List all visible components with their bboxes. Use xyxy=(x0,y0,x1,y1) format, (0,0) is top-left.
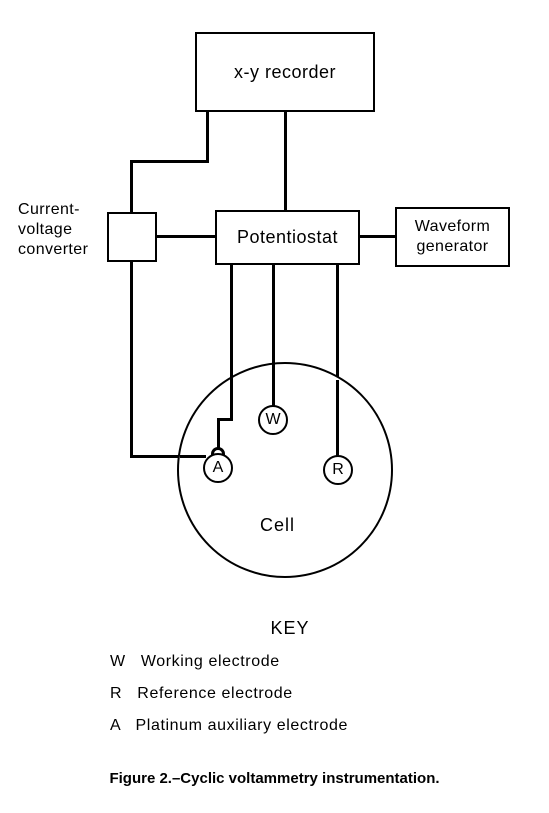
box-potentiostat-label: Potentiostat xyxy=(237,226,338,249)
diagram-canvas: x-y recorder Current- voltage converter … xyxy=(0,0,549,813)
key-row-0-text: Working electrode xyxy=(141,653,280,670)
wire-potentiostat-waveform xyxy=(360,235,395,238)
electrode-W: W xyxy=(258,405,288,435)
wire-recorder-converter-h xyxy=(130,160,209,163)
box-recorder: x-y recorder xyxy=(195,32,375,112)
key-row-0-sym: W xyxy=(110,653,126,670)
wire-leftstub-inside xyxy=(230,370,233,420)
figure-caption: Figure 2.–Cyclic voltammetry instrumenta… xyxy=(0,770,549,787)
electrode-W-letter: W xyxy=(265,411,280,429)
electrode-R: R xyxy=(323,455,353,485)
wire-recorder-converter-v xyxy=(206,112,209,162)
wire-recorder-converter-v2 xyxy=(130,160,133,212)
key-block: KEY W Working electrode R Reference elec… xyxy=(110,618,470,749)
electrode-A: A xyxy=(203,453,233,483)
key-row-2-text: Platinum auxiliary electrode xyxy=(136,717,348,734)
converter-label: Current- voltage converter xyxy=(18,200,88,260)
box-waveform-label: Waveform generator xyxy=(415,217,491,257)
wire-recorder-potentiostat xyxy=(284,112,287,210)
key-row-2: A Platinum auxiliary electrode xyxy=(110,717,470,735)
cell-label: Cell xyxy=(260,515,295,536)
box-recorder-label: x-y recorder xyxy=(234,61,336,84)
key-row-1: R Reference electrode xyxy=(110,685,470,703)
wire-conv-inside-left xyxy=(180,455,206,458)
wire-W-inside xyxy=(272,362,275,408)
key-row-0: W Working electrode xyxy=(110,653,470,671)
wire-converter-down xyxy=(130,262,133,457)
key-title: KEY xyxy=(110,618,470,639)
wire-R-inside xyxy=(336,380,339,458)
key-row-2-sym: A xyxy=(110,717,120,734)
key-row-1-text: Reference electrode xyxy=(137,685,293,702)
box-converter xyxy=(107,212,157,262)
box-potentiostat: Potentiostat xyxy=(215,210,360,265)
box-waveform: Waveform generator xyxy=(395,207,510,267)
electrode-A-letter: A xyxy=(213,459,224,477)
key-row-1-sym: R xyxy=(110,685,122,702)
wire-converter-potentiostat xyxy=(157,235,215,238)
electrode-R-letter: R xyxy=(332,461,344,479)
